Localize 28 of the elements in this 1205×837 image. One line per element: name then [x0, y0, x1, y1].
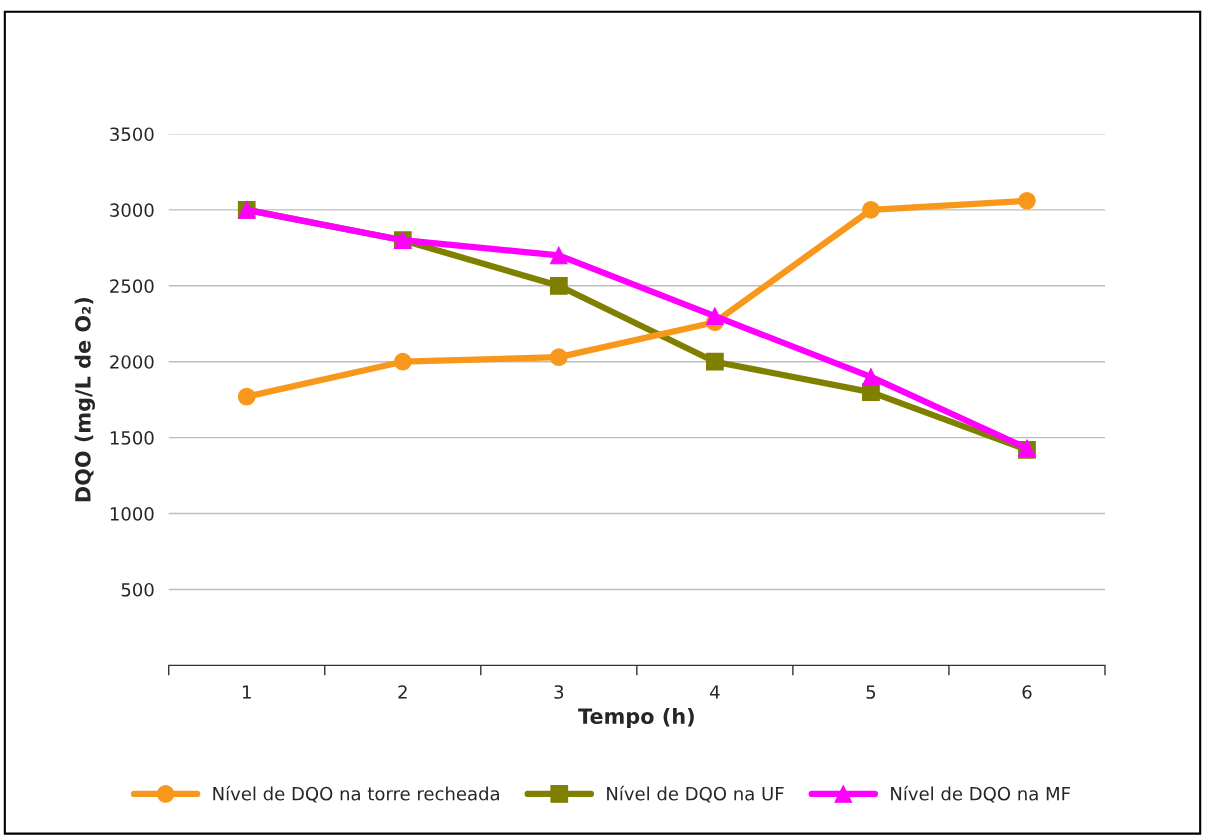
- y-tick-label: 2000: [110, 355, 154, 369]
- y-axis-title: DQO (mg/L de O₂): [74, 298, 95, 502]
- y-tick-label: 500: [121, 582, 154, 597]
- y-tick-label: 1500: [110, 431, 154, 445]
- x-tick-label: 1: [242, 685, 251, 699]
- point: [1018, 191, 1036, 210]
- x-tick-label: 4: [710, 685, 720, 699]
- x-tick-label: 6: [1022, 685, 1032, 699]
- y-tick-label: 1000: [110, 507, 154, 521]
- y-tick-label: 3000: [110, 203, 154, 217]
- point: [549, 348, 568, 366]
- point: [549, 276, 568, 295]
- point: [706, 352, 724, 371]
- x-tick-label: 2: [398, 685, 407, 699]
- legend-label: Nível de DQO na torre recheada: [213, 785, 499, 803]
- point: [549, 246, 568, 265]
- point: [706, 307, 724, 325]
- x-axis-title: Tempo (h): [578, 707, 694, 729]
- point: [862, 368, 880, 386]
- point: [237, 387, 256, 406]
- legend-label: Nível de DQO na UF: [607, 785, 784, 803]
- y-tick-label: 3500: [110, 127, 154, 142]
- legend-label: Nível de DQO na MF: [891, 785, 1070, 803]
- x-tick-label: 3: [554, 685, 564, 699]
- y-tick-label: 2500: [110, 279, 154, 293]
- x-tick-label: 5: [866, 685, 876, 699]
- point: [393, 352, 412, 371]
- point: [862, 200, 880, 219]
